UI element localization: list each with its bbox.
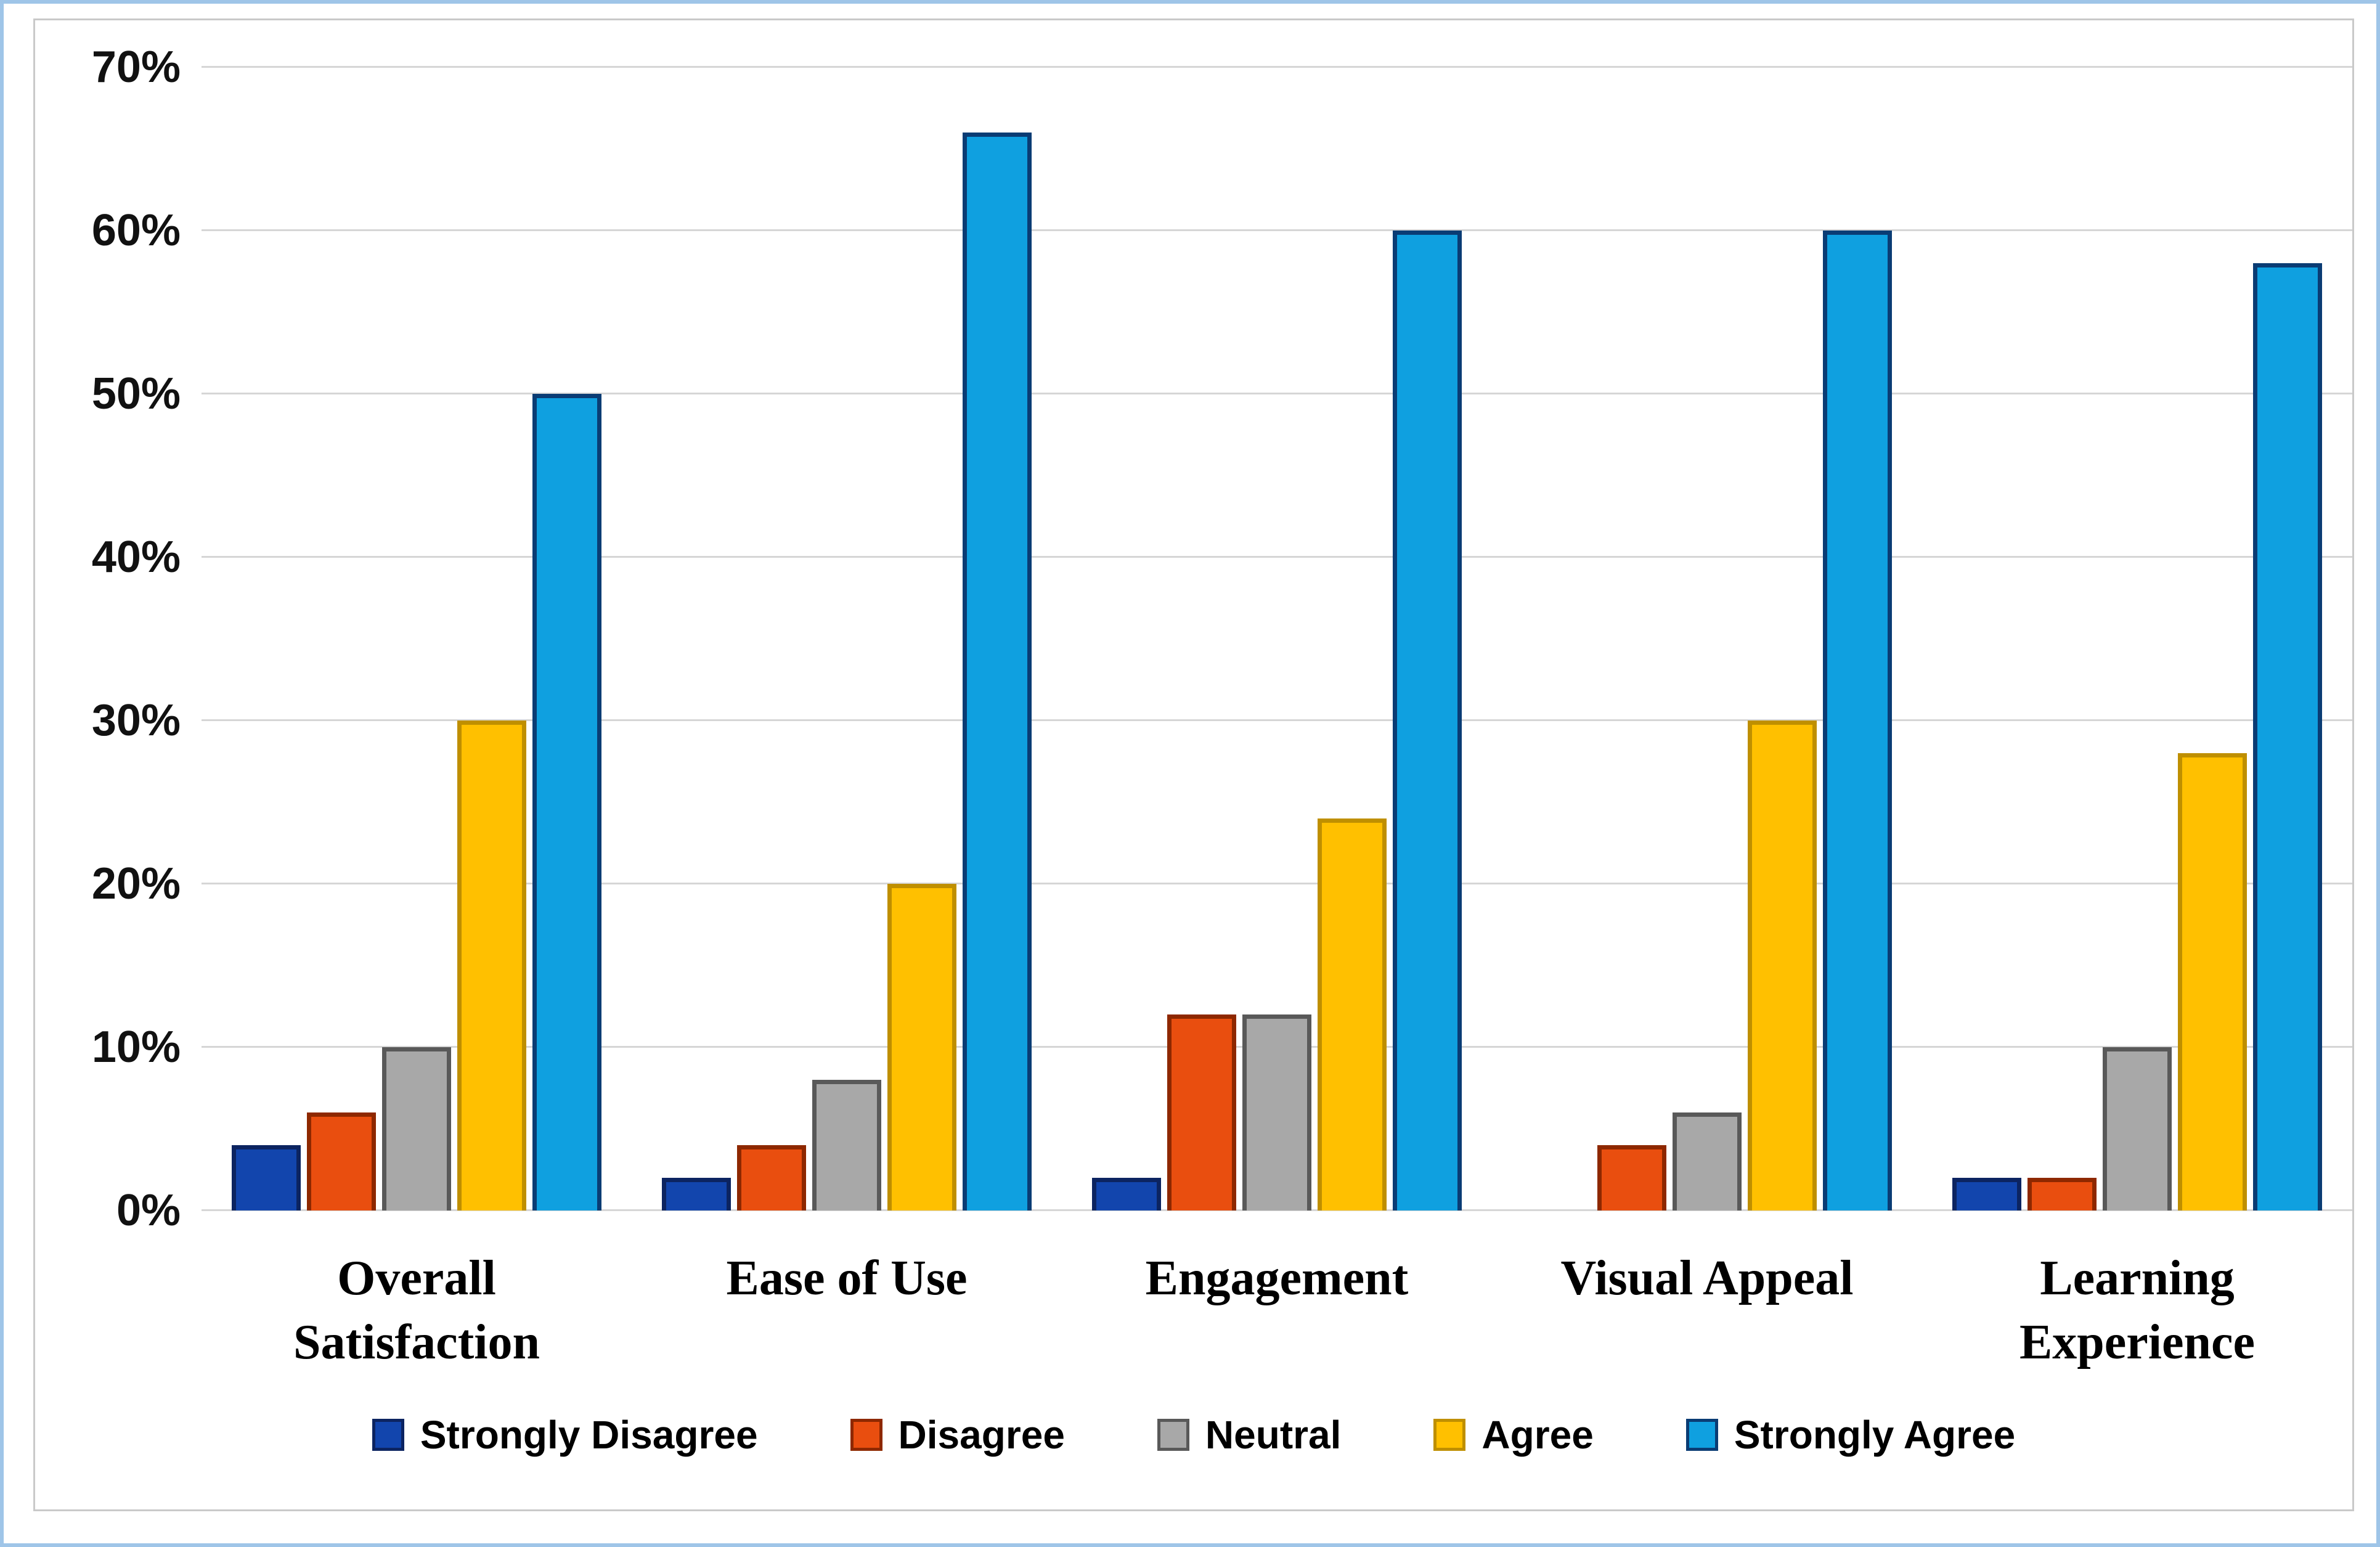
legend-label: Disagree: [898, 1413, 1065, 1457]
bar: [532, 394, 601, 1210]
category-label: Overall Satisfaction: [293, 1251, 540, 1369]
plot-area: 0% 10% 20% 30% 40% 50% 60% 70% Overall Satisfac…: [92, 43, 2352, 1369]
bar: [662, 1178, 731, 1210]
bar: [1597, 1145, 1666, 1210]
bar: [232, 1145, 301, 1210]
gridline-20%: [202, 883, 2352, 885]
bar: [382, 1047, 451, 1210]
bar: [1393, 231, 1462, 1210]
category-label: Engagement: [1145, 1251, 1409, 1305]
legend-marker-icon: [1685, 1419, 1718, 1451]
bar: [2027, 1178, 2097, 1210]
category-label: Ease of Use: [726, 1251, 968, 1305]
gridline-40%: [202, 556, 2352, 558]
category-label: Visual Appeal: [1560, 1251, 1854, 1305]
bar: [1318, 818, 1387, 1210]
bar: [2253, 263, 2322, 1210]
legend-label: Strongly Agree: [1734, 1413, 2016, 1457]
bar: [1823, 231, 1892, 1210]
bar: [737, 1145, 806, 1210]
bar: [812, 1080, 881, 1210]
legend-label: Neutral: [1205, 1413, 1342, 1457]
y-tick-label: 40%: [91, 533, 181, 582]
legend-marker-icon: [1433, 1419, 1466, 1451]
category-label: Learning Experience: [2019, 1251, 2256, 1369]
legend-marker-icon: [850, 1419, 882, 1451]
bar: [887, 884, 956, 1210]
category-group: Overall Satisfaction: [202, 67, 632, 1369]
y-tick-label: 20%: [91, 859, 181, 908]
bar: [457, 720, 526, 1210]
legend-item: Neutral: [1157, 1412, 1342, 1458]
gridline-30%: [202, 719, 2352, 721]
category-group: Learning Experience: [1922, 67, 2352, 1369]
bar: [2103, 1047, 2172, 1210]
bar: [2178, 753, 2247, 1210]
bar: [1673, 1112, 1742, 1210]
bar: [1952, 1178, 2021, 1210]
bar: [1748, 720, 1817, 1210]
bar: [1167, 1014, 1236, 1210]
bar: [1242, 1014, 1311, 1210]
legend: Strongly Disagree Disagree Neutral Agree Str…: [35, 1412, 2352, 1458]
legend-label: Strongly Disagree: [420, 1413, 758, 1457]
y-tick-label: 0%: [116, 1186, 181, 1235]
y-tick-label: 30%: [91, 696, 181, 745]
chart-frame: 0% 10% 20% 30% 40% 50% 60% 70% Overall Satisfac…: [33, 18, 2354, 1511]
bar: [963, 133, 1032, 1210]
gridline-50%: [202, 393, 2352, 394]
y-tick-label: 60%: [91, 206, 181, 255]
bar: [1092, 1178, 1161, 1210]
legend-marker-icon: [1157, 1419, 1189, 1451]
category-group: Engagement: [1062, 67, 1492, 1305]
legend-label: Agree: [1481, 1413, 1594, 1457]
gridline-70%: [202, 66, 2352, 68]
legend-marker-icon: [372, 1419, 404, 1451]
legend-item: Strongly Disagree: [372, 1412, 758, 1458]
gridline-60%: [202, 229, 2352, 231]
legend-item: Disagree: [850, 1412, 1065, 1458]
y-tick-label: 10%: [91, 1022, 181, 1072]
y-tick-label: 50%: [91, 369, 181, 418]
bar-groups: Overall Satisfaction Ease of Use Engagemen…: [202, 67, 2352, 1369]
y-tick-label: 70%: [91, 43, 181, 92]
category-group: Ease of Use: [632, 67, 1062, 1305]
bar: [307, 1112, 376, 1210]
legend-item: Agree: [1433, 1412, 1594, 1458]
legend-item: Strongly Agree: [1685, 1412, 2016, 1458]
category-group: Visual Appeal: [1492, 67, 1922, 1305]
